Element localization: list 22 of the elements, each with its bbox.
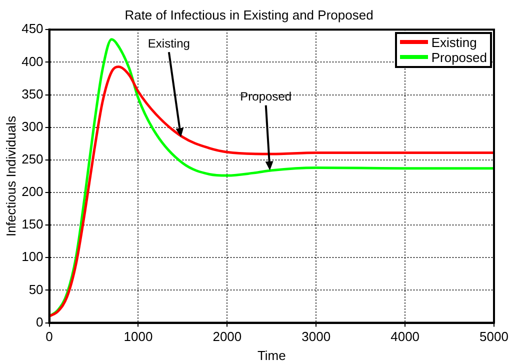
y-tick-label: 450	[22, 21, 44, 36]
x-tick-label: 0	[46, 329, 53, 344]
chart-title: Rate of Infectious in Existing and Proposed	[124, 7, 374, 22]
annotation: Existing	[148, 36, 190, 50]
y-axis-title: Infectious Individuals	[3, 115, 18, 237]
y-tick-label: 400	[22, 54, 44, 69]
y-tick-label: 250	[22, 151, 44, 166]
y-tick-label: 150	[22, 216, 44, 232]
y-tick-label: 350	[22, 86, 44, 102]
x-axis-title: Time	[257, 348, 286, 363]
x-tick-label: 1000	[124, 329, 153, 344]
y-tick-label: 100	[22, 249, 44, 264]
legend-label: Proposed	[431, 50, 487, 65]
x-tick-label: 2000	[212, 329, 242, 344]
x-tick-label: 4000	[390, 329, 420, 344]
y-tick-label: 200	[22, 184, 44, 200]
x-tick-label: 3000	[302, 329, 331, 344]
y-tick-label: 300	[22, 118, 44, 134]
y-tick-label: 50	[28, 282, 44, 297]
legend-label: Existing	[431, 34, 477, 50]
y-tick-label: 0	[36, 314, 44, 330]
x-tick-label: 5000	[480, 329, 508, 344]
